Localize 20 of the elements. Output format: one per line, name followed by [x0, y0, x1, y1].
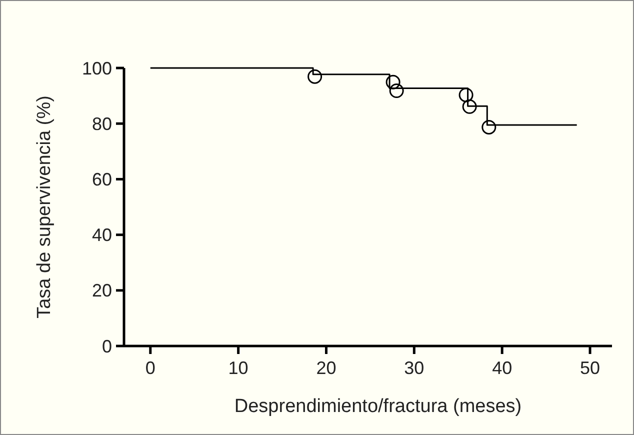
y-axis-title: Tasa de supervivencia (%) — [34, 96, 55, 318]
point — [308, 69, 322, 84]
y-tick-label: 80 — [92, 114, 112, 134]
y-tick-label: 0 — [102, 336, 112, 356]
y-tick-label: 20 — [92, 280, 112, 301]
point — [386, 74, 400, 90]
point — [482, 120, 496, 134]
x-tick-label: 10 — [228, 358, 248, 378]
y-tick-label: 100 — [82, 58, 112, 78]
point — [458, 88, 474, 102]
x-axis-title: Desprendimiento/fractura (meses) — [234, 396, 522, 417]
x-tick-label: 30 — [404, 358, 424, 378]
x-tick-label: 40 — [492, 358, 512, 378]
y-tick-label: 40 — [92, 225, 112, 246]
x-tick-label: 20 — [316, 358, 336, 378]
point — [389, 84, 404, 98]
point — [462, 99, 477, 114]
x-tick-label: 50 — [580, 358, 600, 378]
x-tick-label: 0 — [145, 358, 156, 378]
y-tick-label: 60 — [92, 170, 112, 190]
